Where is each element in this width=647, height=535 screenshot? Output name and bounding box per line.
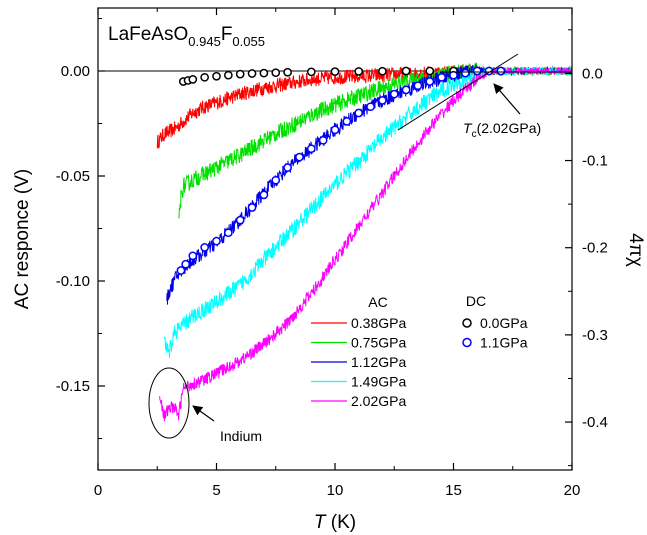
y-axis-title: AC responce (V) — [12, 169, 33, 309]
dc-point-1-1gpa — [271, 175, 281, 185]
y-tick-label: -0.10 — [56, 273, 90, 290]
legend-marker-1-1gpa — [462, 337, 472, 348]
dc-point-1-1gpa — [461, 68, 470, 78]
x-tick-label: 10 — [327, 482, 344, 499]
y2-tick-label: -0.4 — [582, 414, 608, 431]
dc-point-1-1gpa — [176, 266, 186, 275]
dc-point-0-0gpa — [354, 67, 364, 76]
dc-point-0-0gpa — [425, 66, 435, 76]
dc-point-1-1gpa — [181, 259, 191, 269]
dc-point-1-1gpa — [484, 66, 494, 76]
dc-point-0-0gpa — [247, 69, 257, 78]
legend-label-1-12gpa: 1.12GPa — [351, 354, 406, 370]
x-tick-label: 0 — [94, 482, 102, 499]
dc-point-0-0gpa — [200, 72, 209, 82]
y2-tick-label: 0.0 — [582, 65, 603, 82]
dc-point-0-0gpa — [306, 67, 316, 77]
dc-point-0-0gpa — [212, 71, 221, 81]
legend-dc-title: DC — [466, 293, 486, 309]
legend: AC DC 0.38GPa 0.75GPa 1.12GPa 1.49GPa 2.02GP… — [311, 293, 528, 409]
dc-point-1-1gpa — [496, 66, 506, 76]
dc-point-1-1gpa — [235, 215, 245, 225]
dc-point-1-1gpa — [449, 70, 458, 80]
dc-point-1-1gpa — [295, 152, 304, 162]
indium-label: Indium — [220, 428, 262, 444]
tc-arrow — [493, 83, 521, 115]
tc-annotation-t: T — [463, 120, 473, 136]
y2-tick-label: -0.1 — [582, 153, 608, 170]
chart-title: LaFeAsO0.945F0.055 — [108, 24, 265, 49]
title-sub1: 0.945 — [188, 34, 221, 49]
tc-annotation: Tc(2.02GPa) — [463, 120, 541, 140]
dc-point-1-1gpa — [330, 125, 340, 135]
dc-point-0-0gpa — [271, 68, 281, 78]
ac-series-line-1-49gpa — [163, 66, 572, 359]
dc-point-1-1gpa — [283, 163, 292, 172]
x-tick-label: 15 — [445, 482, 462, 499]
dc-point-1-1gpa — [437, 72, 446, 82]
legend-label-0-38gpa: 0.38GPa — [351, 315, 406, 331]
x-axis-title-rest: (K) — [326, 512, 357, 533]
legend-label-0-0gpa: 0.0GPa — [480, 315, 528, 331]
title-mid: F — [221, 24, 233, 45]
indium-arrow — [192, 405, 215, 422]
dc-point-0-0gpa — [401, 66, 411, 76]
legend-label-1-1gpa: 1.1GPa — [480, 335, 528, 351]
legend-label-0-75gpa: 0.75GPa — [351, 335, 406, 351]
y2-axis-title: 4πχ — [625, 233, 646, 267]
x-axis-title-italic: T — [314, 512, 327, 533]
dc-point-0-0gpa — [235, 69, 245, 79]
y-tick-label: 0.00 — [61, 63, 90, 80]
dc-point-1-1gpa — [306, 144, 316, 154]
y2-tick-label: -0.3 — [582, 327, 608, 344]
y-tick-label: -0.15 — [56, 378, 90, 395]
dc-point-1-1gpa — [200, 243, 209, 252]
dc-point-1-1gpa — [413, 81, 423, 91]
dc-point-1-1gpa — [378, 96, 387, 105]
ac-series-line-0-75gpa — [178, 62, 572, 219]
indium-ellipse — [148, 367, 190, 439]
x-axis-title: T (K) — [314, 512, 356, 533]
x-tick-label: 20 — [564, 482, 581, 499]
tc-annotation-sub: c — [472, 129, 477, 140]
legend-ac-title: AC — [368, 294, 387, 310]
dc-point-1-1gpa — [259, 190, 269, 200]
dc-point-1-1gpa — [188, 251, 198, 261]
legend-label-1-49gpa: 1.49GPa — [351, 374, 406, 390]
dc-point-1-1gpa — [401, 85, 411, 95]
dc-point-1-1gpa — [342, 117, 352, 126]
dc-point-0-0gpa — [330, 67, 340, 76]
legend-marker-0-0gpa — [462, 318, 472, 328]
dc-point-0-0gpa — [378, 66, 387, 76]
y-tick-label: -0.05 — [56, 168, 90, 185]
dc-point-1-1gpa — [354, 108, 364, 118]
dc-point-1-1gpa — [472, 66, 482, 76]
title-sub2: 0.055 — [232, 34, 265, 49]
dc-point-1-1gpa — [366, 102, 375, 112]
dc-point-1-1gpa — [389, 89, 399, 99]
dc-point-0-0gpa — [224, 70, 233, 80]
dc-point-0-0gpa — [259, 68, 269, 78]
dc-point-1-1gpa — [318, 135, 328, 145]
dc-point-0-0gpa — [283, 67, 292, 77]
tc-annotation-rest: (2.02GPa) — [477, 120, 542, 136]
dc-point-1-1gpa — [212, 236, 221, 246]
tc-tangent-line-steep — [397, 53, 519, 131]
title-base: LaFeAsO — [108, 24, 188, 45]
legend-label-2-02gpa: 2.02GPa — [351, 393, 406, 409]
dc-point-1-1gpa — [425, 77, 435, 86]
y2-tick-label: -0.2 — [582, 240, 608, 257]
dc-point-0-0gpa — [188, 75, 198, 84]
dc-point-1-1gpa — [224, 228, 233, 238]
x-tick-label: 5 — [212, 482, 220, 499]
dc-point-1-1gpa — [247, 203, 257, 212]
